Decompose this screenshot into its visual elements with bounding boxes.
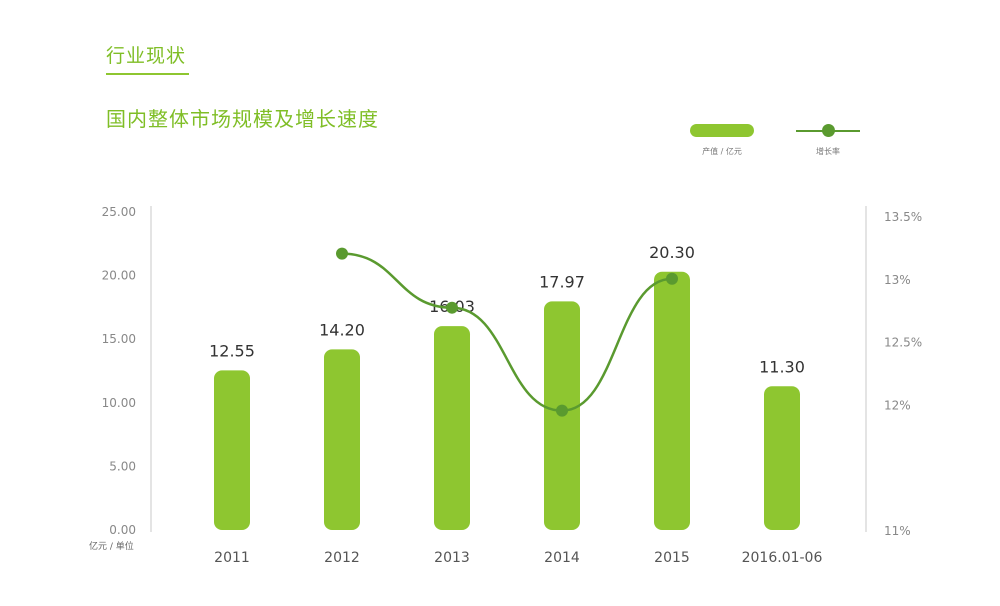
y-left-tick-label: 0.00 — [109, 523, 136, 537]
growth-rate-point — [556, 404, 568, 417]
x-tick-label: 2012 — [324, 550, 360, 566]
section-title: 行业现状 — [106, 45, 187, 67]
chart-title: 国内整体市场规模及增长速度 — [106, 107, 379, 131]
y-left-tick-label: 5.00 — [109, 459, 136, 473]
y-axis-right-labels: 11% 12% 12.5% 13% 13.5% — [884, 210, 922, 538]
bar-value-label: 17.97 — [539, 272, 585, 291]
y-left-tick-label: 10.00 — [102, 396, 136, 410]
bar-value-label: 11.30 — [759, 357, 805, 376]
bar-value-label: 12.55 — [209, 341, 255, 360]
section-title-underline — [106, 73, 189, 75]
x-tick-label: 2016.01-06 — [742, 550, 823, 566]
line-series — [336, 247, 678, 417]
y-right-tick-label: 13% — [884, 273, 911, 287]
bar — [214, 370, 250, 530]
bar-value-label: 14.20 — [319, 320, 365, 339]
y-left-tick-label: 20.00 — [102, 269, 136, 283]
growth-rate-line — [341, 252, 673, 412]
growth-rate-point — [446, 301, 458, 314]
bar-value-label: 20.30 — [649, 243, 695, 262]
x-axis-labels: 2011 2012 2013 2014 2015 2016.01-06 — [214, 550, 822, 566]
y-right-tick-label: 13.5% — [884, 210, 922, 224]
y-right-tick-label: 12.5% — [884, 336, 922, 350]
bar — [434, 326, 470, 530]
x-tick-label: 2013 — [434, 550, 470, 566]
y-axis-left-labels: 0.00 5.00 10.00 15.00 20.00 25.00 — [102, 205, 136, 537]
bar — [654, 271, 690, 530]
chart-axes — [150, 206, 867, 532]
legend-line-marker — [822, 124, 835, 137]
y-left-tick-label: 15.00 — [102, 332, 136, 346]
y-right-tick-label: 12% — [884, 398, 911, 412]
y-right-tick-label: 11% — [884, 524, 911, 538]
legend-bar-label: 产值 / 亿元 — [702, 147, 742, 156]
growth-rate-point — [666, 272, 678, 285]
bar-series — [214, 271, 800, 530]
unit-label: 亿元 / 单位 — [89, 542, 134, 552]
y-left-tick-label: 25.00 — [102, 205, 136, 219]
x-tick-label: 2011 — [214, 550, 250, 566]
legend-bar-swatch — [690, 124, 754, 137]
x-tick-label: 2015 — [654, 550, 690, 566]
legend-line-label: 增长率 — [816, 147, 840, 156]
x-tick-label: 2014 — [544, 550, 580, 566]
growth-rate-point — [336, 247, 348, 260]
bar — [764, 386, 800, 530]
bar — [324, 349, 360, 530]
